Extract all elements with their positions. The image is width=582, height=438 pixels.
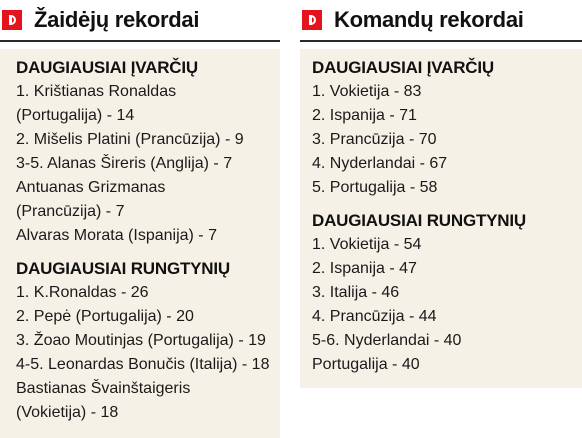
teams-records-title: Komandų rekordai	[334, 7, 524, 32]
players-matches-line: (Vokietija) - 18	[16, 404, 119, 421]
players-matches-line: 3. Žoao Moutinjas (Portugalija) - 19	[16, 332, 266, 349]
teams-goals-title: DAUGIAUSIAI ĮVARČIŲ	[312, 58, 494, 77]
teams-goals-line: 4. Nyderlandai - 67	[312, 155, 448, 172]
players-records-panel: Žaidėjų rekordai DAUGIAUSIAI ĮVARČIŲ 1. …	[0, 0, 280, 438]
players-goals-line: 1. Krištianas Ronaldas	[16, 83, 177, 100]
players-goals-line: (Prancūzija) - 7	[16, 203, 125, 220]
teams-matches-line: 2. Ispanija - 47	[312, 260, 417, 277]
teams-goals-line: 1. Vokietija - 83	[312, 83, 422, 100]
red-d-badge-icon	[302, 10, 322, 30]
players-goals-line: Antuanas Grizmanas	[16, 179, 166, 196]
players-records-box: DAUGIAUSIAI ĮVARČIŲ 1. Krištianas Ronald…	[0, 49, 280, 438]
teams-goals-line: 2. Ispanija - 71	[312, 107, 417, 124]
players-matches-line: 1. K.Ronaldas - 26	[16, 284, 149, 301]
teams-records-box: DAUGIAUSIAI ĮVARČIŲ 1. Vokietija - 83 2.…	[300, 49, 582, 388]
teams-matches-line: 5-6. Nyderlandai - 40	[312, 332, 462, 349]
players-matches-line: Bastianas Švainštaigeris	[16, 380, 191, 397]
players-goals-line: 2. Mišelis Platini (Prancūzija) - 9	[16, 131, 244, 148]
teams-matches-title: DAUGIAUSIAI RUNGTYNIŲ	[312, 211, 526, 230]
players-matches-title: DAUGIAUSIAI RUNGTYNIŲ	[16, 259, 230, 278]
teams-matches-line: 4. Prancūzija - 44	[312, 308, 437, 325]
players-goals-line: Alvaras Morata (Ispanija) - 7	[16, 227, 217, 244]
players-matches-line: 2. Pepė (Portugalija) - 20	[16, 308, 194, 325]
players-goals-title: DAUGIAUSIAI ĮVARČIŲ	[16, 58, 198, 77]
players-goals-line: 3-5. Alanas Šireris (Anglija) - 7	[16, 155, 233, 172]
players-records-header: Žaidėjų rekordai	[0, 0, 280, 42]
players-goals-line: (Portugalija) - 14	[16, 107, 135, 124]
teams-matches-line: 1. Vokietija - 54	[312, 236, 422, 253]
teams-records-panel: Komandų rekordai DAUGIAUSIAI ĮVARČIŲ 1. …	[300, 0, 582, 388]
red-d-badge-icon	[2, 10, 22, 30]
teams-records-header: Komandų rekordai	[300, 0, 582, 42]
teams-matches-line: Portugalija - 40	[312, 356, 420, 373]
teams-goals-line: 3. Prancūzija - 70	[312, 131, 437, 148]
teams-goals-line: 5. Portugalija - 58	[312, 179, 438, 196]
teams-matches-line: 3. Italija - 46	[312, 284, 400, 301]
players-records-title: Žaidėjų rekordai	[34, 7, 200, 32]
players-matches-line: 4-5. Leonardas Bonučis (Italija) - 18	[16, 356, 270, 373]
